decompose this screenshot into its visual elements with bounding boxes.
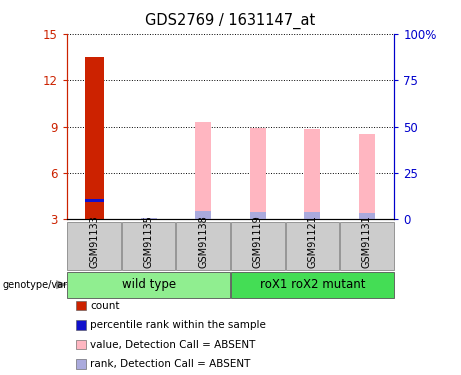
Bar — [195, 211, 211, 219]
Text: GSM91121: GSM91121 — [307, 215, 317, 268]
Text: GSM91135: GSM91135 — [144, 215, 154, 268]
Text: GSM91133: GSM91133 — [89, 215, 99, 268]
Text: count: count — [90, 301, 119, 310]
Bar — [250, 212, 266, 219]
Bar — [359, 213, 375, 219]
Text: GDS2769 / 1631147_at: GDS2769 / 1631147_at — [145, 13, 316, 29]
Polygon shape — [56, 280, 67, 289]
Bar — [84, 200, 104, 202]
Text: value, Detection Call = ABSENT: value, Detection Call = ABSENT — [90, 340, 255, 350]
Text: GSM91119: GSM91119 — [253, 215, 263, 268]
Text: percentile rank within the sample: percentile rank within the sample — [90, 320, 266, 330]
Bar — [250, 128, 266, 219]
Text: genotype/variation: genotype/variation — [2, 280, 95, 290]
Text: GSM91131: GSM91131 — [362, 215, 372, 268]
Text: rank, Detection Call = ABSENT: rank, Detection Call = ABSENT — [90, 359, 250, 369]
Bar — [359, 134, 375, 219]
Text: GSM91138: GSM91138 — [198, 215, 208, 268]
Text: wild type: wild type — [122, 278, 176, 291]
Bar — [304, 212, 320, 219]
Bar — [141, 218, 157, 219]
Bar — [84, 57, 104, 219]
Bar — [195, 122, 211, 219]
Text: roX1 roX2 mutant: roX1 roX2 mutant — [260, 278, 365, 291]
Bar — [304, 129, 320, 219]
